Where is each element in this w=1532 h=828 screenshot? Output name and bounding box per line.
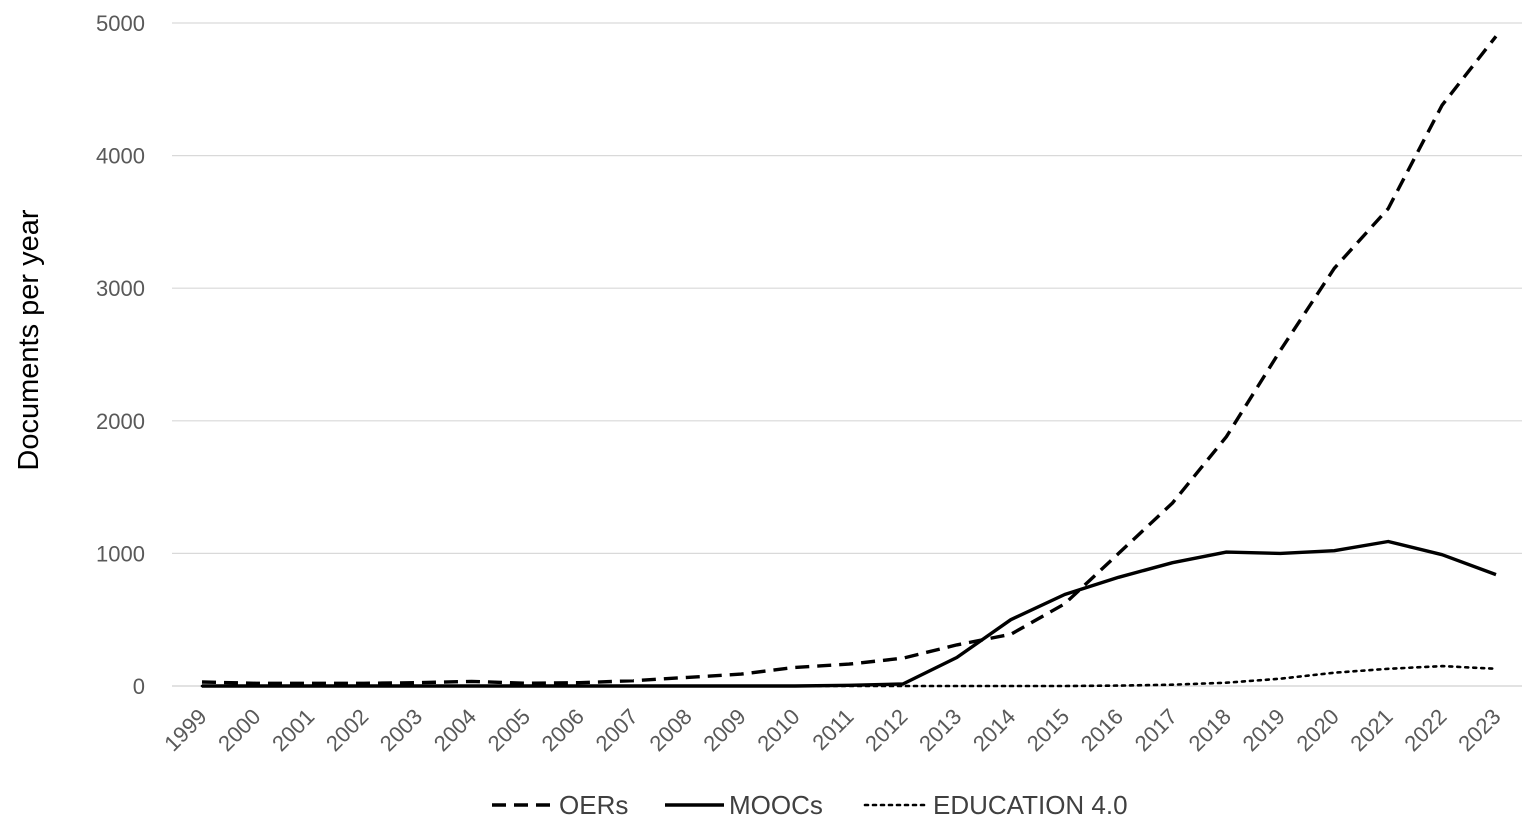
series-line-oers <box>201 35 1498 685</box>
x-tick-label: 2011 <box>807 704 858 755</box>
x-tick-label: 2020 <box>1291 704 1343 756</box>
y-tick-label: 3000 <box>96 276 145 301</box>
x-tick-label: 2022 <box>1399 704 1451 756</box>
legend-label: EDUCATION 4.0 <box>933 790 1128 820</box>
y-tick-label: 4000 <box>96 144 145 169</box>
x-tick-label: 2014 <box>968 704 1020 756</box>
x-tick-label: 2018 <box>1184 704 1236 756</box>
y-tick-label: 2000 <box>96 409 145 434</box>
legend: OERs MOOCs EDUCATION 4.0 <box>492 790 1128 820</box>
y-axis-label: Documents per year <box>13 209 45 470</box>
series-lines <box>200 35 1498 688</box>
y-tick-label: 0 <box>133 674 145 699</box>
x-tick-label: 2001 <box>267 704 319 756</box>
x-tick-label: 2010 <box>752 704 804 756</box>
x-axis-ticks: 1999 2000 2001 2002 2003 2004 2005 2006 2007 2008… <box>159 704 1505 756</box>
x-tick-label: 2002 <box>321 704 373 756</box>
legend-label: MOOCs <box>729 790 823 820</box>
x-tick-label: 2006 <box>537 704 589 756</box>
x-tick-label: 2005 <box>483 704 535 756</box>
x-tick-label: 2000 <box>213 704 265 756</box>
legend-label: OERs <box>559 790 628 820</box>
x-tick-label: 2021 <box>1345 704 1397 756</box>
x-tick-label: 2017 <box>1130 704 1182 756</box>
x-tick-label: 2013 <box>914 704 966 756</box>
x-tick-label: 2019 <box>1238 704 1290 756</box>
series-line-education-4-0 <box>200 664 1498 688</box>
y-tick-label: 1000 <box>96 541 145 566</box>
y-tick-label: 5000 <box>96 11 145 36</box>
x-tick-label: 2003 <box>375 704 427 756</box>
x-tick-label: 2015 <box>1022 704 1074 756</box>
x-tick-label: 2007 <box>591 704 643 756</box>
y-axis-ticks: 0 1000 2000 3000 4000 5000 <box>96 11 145 699</box>
x-tick-label: 2008 <box>644 704 696 756</box>
x-tick-label: 1999 <box>159 704 211 756</box>
x-tick-label: 2016 <box>1076 704 1128 756</box>
x-tick-label: 2012 <box>860 704 912 756</box>
x-tick-label: 2004 <box>429 704 481 756</box>
x-tick-label: 2023 <box>1453 704 1505 756</box>
x-tick-label: 2009 <box>698 704 750 756</box>
